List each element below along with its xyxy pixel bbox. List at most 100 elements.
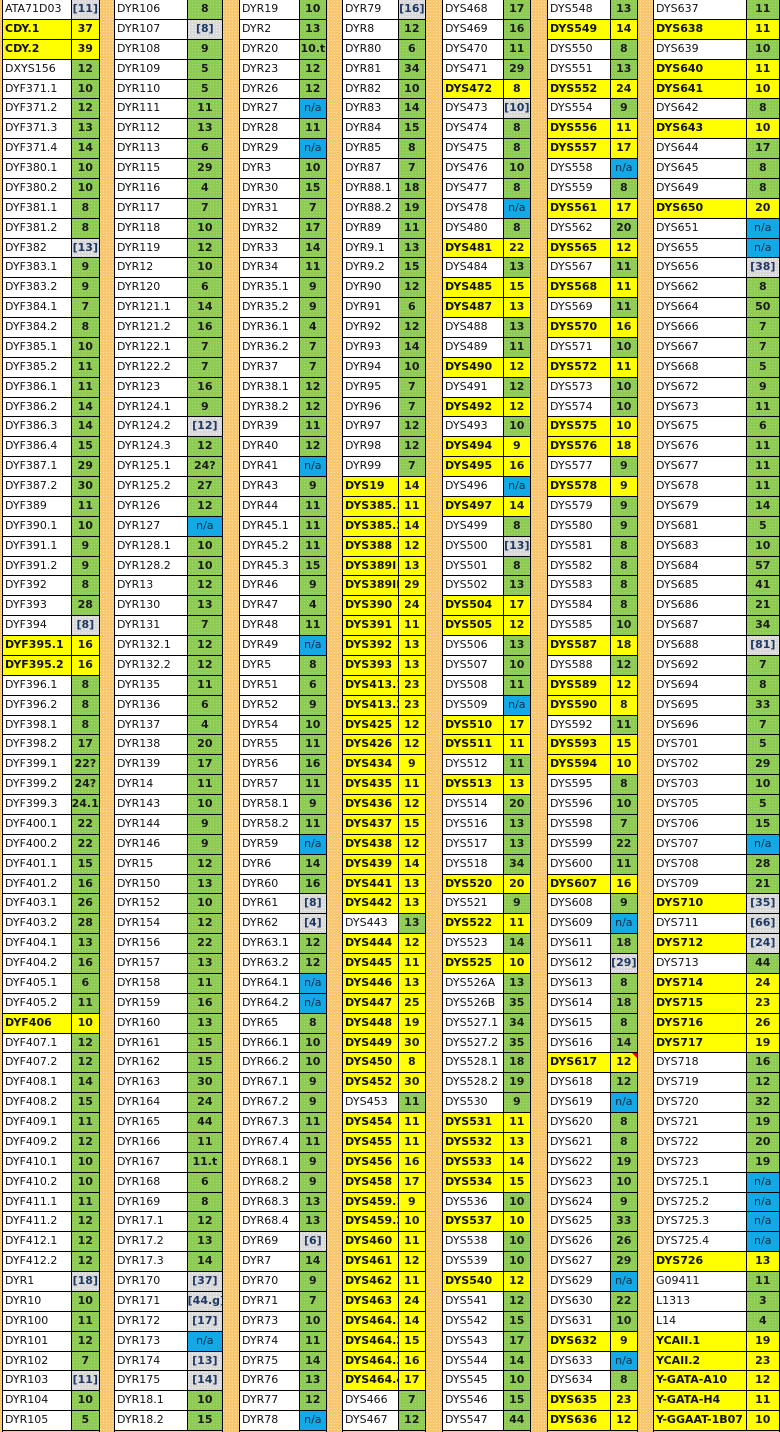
marker-value-cell[interactable]: 9: [398, 1192, 425, 1212]
marker-value-cell[interactable]: n/a: [610, 1093, 637, 1112]
marker-name-cell[interactable]: DYR51: [240, 675, 300, 695]
marker-name-cell[interactable]: DYR63.1: [240, 934, 300, 953]
marker-name-cell[interactable]: DYR171: [115, 1291, 188, 1311]
marker-name-cell[interactable]: DYR59: [240, 834, 300, 854]
marker-value-cell[interactable]: 9: [610, 457, 637, 476]
marker-value-cell[interactable]: 11: [610, 854, 637, 874]
marker-value-cell[interactable]: 34: [746, 616, 779, 635]
marker-name-cell[interactable]: DYS694: [654, 675, 747, 695]
marker-name-cell[interactable]: DYR34: [240, 258, 300, 278]
marker-value-cell[interactable]: 25: [398, 993, 425, 1013]
marker-name-cell[interactable]: DYR126: [115, 496, 188, 516]
marker-name-cell[interactable]: DYS644: [654, 139, 747, 158]
marker-name-cell[interactable]: DYR111: [115, 99, 188, 119]
marker-value-cell[interactable]: 6: [187, 1172, 222, 1192]
marker-name-cell[interactable]: DYR81: [343, 59, 399, 79]
marker-name-cell[interactable]: DYS540: [443, 1272, 504, 1291]
marker-value-cell[interactable]: 20: [746, 198, 779, 218]
marker-name-cell[interactable]: DYS533: [443, 1152, 504, 1172]
marker-name-cell[interactable]: DYR32: [240, 218, 300, 238]
marker-value-cell[interactable]: 7: [187, 616, 222, 635]
marker-name-cell[interactable]: DYF400.2: [3, 834, 72, 854]
marker-value-cell[interactable]: [18]: [71, 1272, 99, 1291]
marker-value-cell[interactable]: 12: [503, 377, 530, 397]
marker-name-cell[interactable]: DYR115: [115, 159, 188, 178]
marker-name-cell[interactable]: DYS707: [654, 834, 747, 854]
marker-name-cell[interactable]: DYS413.2: [343, 695, 399, 715]
marker-value-cell[interactable]: 12: [398, 1411, 425, 1430]
marker-name-cell[interactable]: DYS447: [343, 993, 399, 1013]
marker-name-cell[interactable]: DYS501: [443, 556, 504, 576]
marker-name-cell[interactable]: DYR131: [115, 616, 188, 635]
marker-name-cell[interactable]: DYS685: [654, 576, 747, 596]
marker-name-cell[interactable]: DYS489: [443, 337, 504, 357]
marker-value-cell[interactable]: 44: [187, 1113, 222, 1132]
marker-name-cell[interactable]: DYR74: [240, 1331, 300, 1351]
marker-name-cell[interactable]: DYS536: [443, 1192, 504, 1212]
marker-name-cell[interactable]: DYR43: [240, 477, 300, 496]
marker-name-cell[interactable]: DYR116: [115, 178, 188, 198]
marker-value-cell[interactable]: 11: [299, 1132, 326, 1152]
marker-value-cell[interactable]: 10: [610, 417, 637, 437]
marker-value-cell[interactable]: n/a: [299, 139, 326, 158]
marker-name-cell[interactable]: DYS623: [548, 1172, 611, 1192]
marker-value-cell[interactable]: 11: [746, 437, 779, 457]
marker-value-cell[interactable]: 5: [746, 357, 779, 377]
marker-name-cell[interactable]: DYR33: [240, 238, 300, 258]
marker-name-cell[interactable]: DYR144: [115, 814, 188, 834]
marker-value-cell[interactable]: 27: [187, 477, 222, 496]
marker-value-cell[interactable]: 9: [187, 39, 222, 59]
marker-name-cell[interactable]: DYF387.1: [3, 457, 72, 476]
marker-name-cell[interactable]: DYS666: [654, 318, 747, 337]
marker-name-cell[interactable]: DYS385.2: [343, 516, 399, 536]
marker-name-cell[interactable]: DYS517: [443, 834, 504, 854]
marker-value-cell[interactable]: 10: [187, 894, 222, 914]
marker-value-cell[interactable]: 15: [398, 814, 425, 834]
marker-name-cell[interactable]: DYS708: [654, 854, 747, 874]
marker-name-cell[interactable]: DYS688: [654, 636, 747, 655]
marker-name-cell[interactable]: DYF381.1: [3, 198, 72, 218]
marker-value-cell[interactable]: 14: [187, 298, 222, 317]
marker-value-cell[interactable]: [35]: [746, 894, 779, 914]
marker-name-cell[interactable]: DYS684: [654, 556, 747, 576]
marker-value-cell[interactable]: 11: [299, 258, 326, 278]
marker-name-cell[interactable]: DYS650: [654, 198, 747, 218]
marker-value-cell[interactable]: 11: [746, 397, 779, 417]
marker-value-cell[interactable]: 35: [503, 993, 530, 1013]
marker-name-cell[interactable]: DYF401.2: [3, 874, 72, 894]
marker-name-cell[interactable]: DYS609: [548, 914, 611, 934]
marker-value-cell[interactable]: 13: [503, 1132, 530, 1152]
marker-value-cell[interactable]: [13]: [71, 238, 99, 258]
marker-value-cell[interactable]: 11: [71, 1192, 99, 1212]
marker-name-cell[interactable]: DYS444: [343, 934, 399, 953]
marker-name-cell[interactable]: DYS478: [443, 198, 504, 218]
marker-value-cell[interactable]: 15: [610, 735, 637, 755]
marker-value-cell[interactable]: 14: [398, 337, 425, 357]
marker-value-cell[interactable]: 13: [398, 874, 425, 894]
marker-name-cell[interactable]: DYF410.1: [3, 1152, 72, 1172]
marker-value-cell[interactable]: n/a: [610, 914, 637, 934]
marker-value-cell[interactable]: 16: [746, 1053, 779, 1073]
marker-name-cell[interactable]: DYR106: [115, 0, 188, 19]
marker-value-cell[interactable]: 16: [187, 318, 222, 337]
marker-value-cell[interactable]: n/a: [299, 993, 326, 1013]
marker-value-cell[interactable]: 14: [398, 1311, 425, 1331]
marker-value-cell[interactable]: 10: [746, 79, 779, 99]
marker-name-cell[interactable]: DYS19: [343, 477, 399, 496]
marker-name-cell[interactable]: DYR20: [240, 39, 300, 59]
marker-name-cell[interactable]: DYR87: [343, 159, 399, 178]
marker-value-cell[interactable]: 17: [503, 1331, 530, 1351]
marker-name-cell[interactable]: DYS472: [443, 79, 504, 99]
marker-value-cell[interactable]: 13: [299, 1192, 326, 1212]
marker-name-cell[interactable]: DYR55: [240, 735, 300, 755]
marker-name-cell[interactable]: DYR89: [343, 218, 399, 238]
marker-value-cell[interactable]: 12: [299, 954, 326, 973]
marker-name-cell[interactable]: DYS497: [443, 496, 504, 516]
marker-value-cell[interactable]: 10: [299, 0, 326, 19]
marker-name-cell[interactable]: DYS692: [654, 655, 747, 675]
marker-name-cell[interactable]: DYS711: [654, 914, 747, 934]
marker-name-cell[interactable]: DYS520: [443, 874, 504, 894]
marker-value-cell[interactable]: 8: [610, 536, 637, 556]
marker-value-cell[interactable]: 9: [610, 99, 637, 119]
marker-name-cell[interactable]: DYS526B: [443, 993, 504, 1013]
